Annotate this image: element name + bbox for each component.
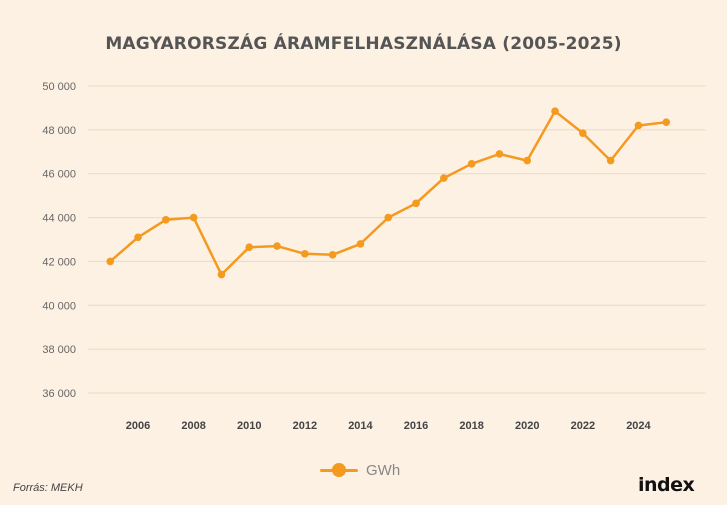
x-tick-label: 2012 <box>293 420 317 432</box>
data-point-2005 <box>106 257 115 266</box>
y-tick-label: 40 000 <box>42 300 76 312</box>
y-tick-label: 50 000 <box>42 81 76 93</box>
y-tick-label: 42 000 <box>42 256 76 268</box>
data-point-2024 <box>634 121 643 130</box>
x-tick-label: 2014 <box>348 420 373 432</box>
y-axis-ticks: 36 000 38 000 40 000 42 000 44 000 46 000 48 0… <box>42 81 76 400</box>
data-point-2021 <box>551 107 559 116</box>
data-point-2014 <box>356 240 365 248</box>
data-point-2025 <box>662 118 671 126</box>
x-tick-label: 2018 <box>459 420 483 432</box>
data-point-2013 <box>328 251 337 259</box>
data-point-2007 <box>162 215 170 224</box>
x-tick-label: 2022 <box>571 420 595 432</box>
y-tick-label: 36 000 <box>42 388 76 400</box>
data-point-2006 <box>134 233 142 242</box>
data-point-2015 <box>384 213 393 222</box>
data-point-2018 <box>467 160 476 168</box>
gridlines <box>88 85 706 394</box>
x-tick-label: 2016 <box>404 420 428 432</box>
data-point-2022 <box>579 129 587 137</box>
x-tick-label: 2010 <box>237 420 261 432</box>
x-axis-ticks: 2006 2008 2010 2012 2014 2016 2018 2020 2022 2024 <box>126 420 652 432</box>
y-tick-label: 48 000 <box>42 125 76 137</box>
legend-swatch-gwh <box>320 459 358 481</box>
legend: GWh <box>320 459 400 481</box>
data-point-2016 <box>412 199 420 208</box>
y-tick-label: 38 000 <box>42 344 76 356</box>
chart-title: MAGYARORSZÁG ÁRAMFELHASZNÁLÁSA (2005-202… <box>105 34 622 54</box>
data-point-2009 <box>217 270 226 279</box>
data-point-2010 <box>245 243 254 251</box>
x-tick-label: 2008 <box>181 420 205 432</box>
data-point-2017 <box>440 174 448 182</box>
index-logo: index <box>638 474 695 496</box>
data-point-2012 <box>301 249 309 258</box>
data-point-2023 <box>606 156 615 165</box>
data-point-2011 <box>273 242 281 250</box>
data-point-2008 <box>189 213 198 222</box>
source-note: Forrás: MEKH <box>13 482 83 494</box>
data-point-2020 <box>523 156 532 165</box>
x-tick-label: 2020 <box>515 420 539 432</box>
data-point-2019 <box>495 150 504 158</box>
series-gwh <box>106 107 671 279</box>
legend-label-gwh: GWh <box>366 461 401 479</box>
y-tick-label: 46 000 <box>42 169 76 181</box>
x-tick-label: 2024 <box>626 420 651 432</box>
x-tick-label: 2006 <box>126 420 150 432</box>
y-tick-label: 44 000 <box>42 213 76 225</box>
